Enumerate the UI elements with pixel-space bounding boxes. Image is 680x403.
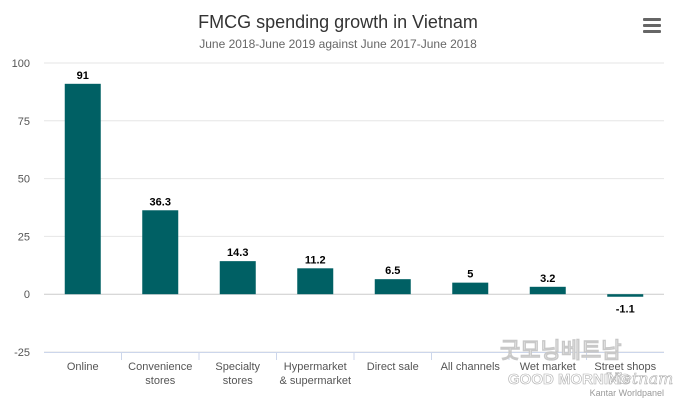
x-tick-label-line: Convenience [128,361,192,373]
x-tick-label: Specialty stores [215,361,260,387]
y-tick-label: -25 [14,347,30,359]
gridlines [44,62,664,353]
x-tick-label-line: Direct sale [367,361,419,373]
chart-title: FMCG spending growth in Vietnam [198,12,478,32]
x-tick-label-line: Online [67,361,99,373]
chart-menu-button[interactable] [638,14,666,38]
data-label: -1.1 [616,304,635,316]
y-tick-label: 75 [18,116,30,128]
y-tick-label: 25 [18,231,30,243]
svg-text:Vietnam: Vietnam [606,369,673,388]
x-tick-label-line: Specialty [215,361,260,373]
bar [142,210,179,295]
hamburger-menu-icon [643,18,661,33]
x-tick-label: Wet market [520,361,576,373]
data-label: 36.3 [150,196,171,208]
x-axis: Online Convenience stores Specialty stores Hy… [44,352,664,387]
x-tick-label-line: Street shops [594,361,656,373]
data-label: 5 [467,269,473,281]
bar [529,286,566,295]
x-tick-label: Online [67,361,99,373]
chart-credit: Kantar Worldpanel [590,388,664,398]
svg-text:GOOD MORNING: GOOD MORNING [508,371,631,388]
data-label: 14.3 [227,247,248,259]
data-labels: 91 36.3 14.3 11.2 6.5 5 3.2 -1.1 [77,70,635,316]
x-tick-label: Direct sale [367,361,419,373]
bar [607,294,644,297]
x-tick-label-line: stores [223,375,253,387]
y-axis: -25 0 25 50 75 100 [12,58,30,359]
bar [452,282,489,295]
bars [64,83,644,297]
x-tick-label-line: & supermarket [279,375,351,387]
x-tick-label: Hypermarket & supermarket [279,361,351,387]
x-tick-label-line: Wet market [520,361,576,373]
bar [297,268,334,295]
bar [64,83,101,295]
chart-subtitle: June 2018-June 2019 against June 2017-Ju… [199,37,477,51]
x-tick-label: All channels [441,361,501,373]
y-tick-label: 0 [24,289,30,301]
y-tick-label: 50 [18,174,30,186]
x-tick-label-line: Hypermarket [284,361,347,373]
svg-text:굿모닝베트남: 굿모닝베트남 [500,338,621,363]
data-label: 11.2 [305,254,326,266]
bar [374,279,411,295]
data-label: 3.2 [540,273,555,285]
x-tick-label-line: stores [145,375,175,387]
bar [219,261,256,295]
x-tick-label-line: All channels [441,361,501,373]
y-tick-label: 100 [12,58,30,70]
data-label: 6.5 [385,265,400,277]
watermark-logo: 굿모닝베트남 GOOD MORNING Vietnam [500,338,674,389]
x-tick-label: Street shops [594,361,656,373]
x-tick-label: Convenience stores [128,361,192,387]
data-label: 91 [77,70,89,82]
